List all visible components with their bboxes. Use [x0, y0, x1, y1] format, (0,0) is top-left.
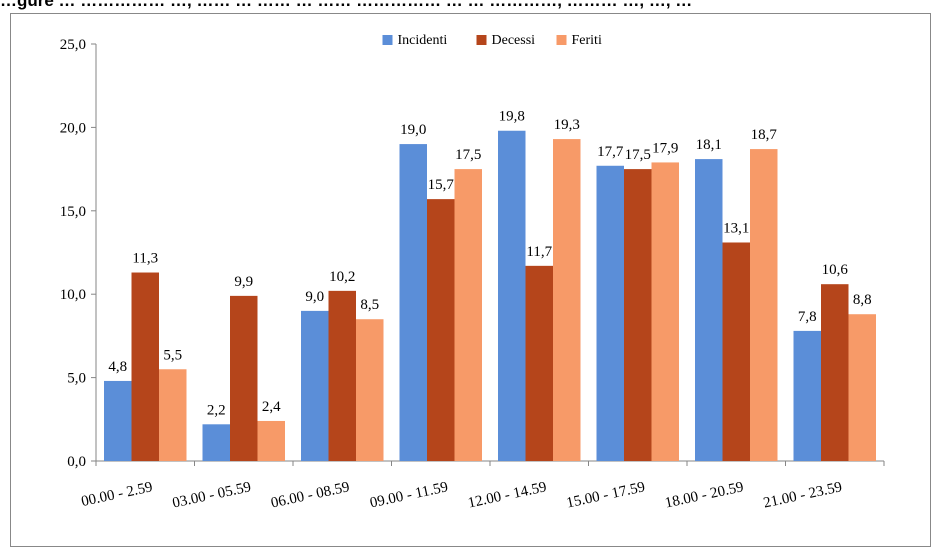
data-label-decessi-4: 15,7: [428, 177, 455, 193]
y-tick-label: 10,0: [60, 287, 86, 303]
data-label-feriti-2: 2,4: [262, 399, 281, 415]
legend-swatch-feriti: [556, 35, 567, 45]
bar-feriti-5: [553, 139, 581, 461]
bar-incidenti-7: [695, 159, 723, 461]
bar-decessi-5: [525, 265, 553, 461]
data-label-incidenti-8: 7,8: [798, 309, 817, 325]
data-label-incidenti-4: 19,0: [400, 122, 426, 138]
x-tick-label: 06.00 - 08.59: [270, 479, 352, 511]
figure-heading: …gure … …………… …, …… … …… … …… …………… … … …: [0, 0, 693, 10]
y-tick-label: 25,0: [60, 37, 86, 53]
data-label-feriti-4: 17,5: [455, 147, 481, 163]
bar-incidenti-2: [202, 424, 230, 461]
y-tick-label: 20,0: [60, 120, 86, 136]
data-label-incidenti-5: 19,8: [499, 109, 525, 125]
bar-decessi-8: [821, 284, 849, 461]
x-tick-label: 15.00 - 17.59: [565, 479, 647, 511]
bar-decessi-2: [230, 295, 258, 461]
data-label-feriti-8: 8,8: [853, 292, 872, 308]
y-axis: 0,0 5,0 10,0 15,0 20,0 25,0: [60, 37, 97, 470]
x-tick-label: 21.00 - 23.59: [762, 479, 844, 511]
bar-incidenti-6: [596, 165, 624, 461]
bar-feriti-6: [651, 162, 679, 461]
legend-swatch-decessi: [476, 35, 487, 45]
bar-incidenti-3: [301, 310, 329, 461]
bar-decessi-7: [722, 242, 750, 461]
x-tick-label: 12.00 - 14.59: [467, 479, 549, 511]
x-axis: 00.00 - 2.59 03.00 - 05.59 06.00 - 08.59 09…: [80, 460, 885, 512]
legend-label-feriti: Feriti: [572, 33, 602, 48]
data-label-feriti-7: 18,7: [751, 127, 778, 143]
bar-feriti-2: [257, 420, 285, 461]
x-tick-label: 18.00 - 20.59: [664, 479, 746, 511]
bars: [104, 130, 876, 461]
data-label-incidenti-7: 18,1: [696, 137, 722, 153]
x-tick-label: 00.00 - 2.59: [80, 479, 154, 510]
bar-incidenti-5: [498, 130, 526, 461]
x-tick-label: 03.00 - 05.59: [171, 479, 253, 511]
data-label-incidenti-1: 4,8: [108, 359, 127, 375]
bar-incidenti-4: [399, 144, 427, 461]
data-label-feriti-6: 17,9: [652, 140, 678, 156]
bar-incidenti-1: [104, 380, 132, 461]
bar-feriti-3: [356, 319, 384, 461]
bar-feriti-8: [848, 314, 876, 461]
bar-incidenti-8: [793, 330, 821, 461]
data-label-incidenti-6: 17,7: [597, 144, 624, 160]
data-label-decessi-7: 13,1: [723, 220, 749, 236]
data-label-feriti-5: 19,3: [554, 117, 580, 133]
y-tick-label: 0,0: [67, 454, 86, 470]
chart-frame: 0,0 5,0 10,0 15,0 20,0 25,0 00.00 - 2.59 03.00…: [10, 13, 931, 547]
data-labels: 4,8 2,2 9,0 19,0 19,8 17,7 18,1 7,8 11,3 9,9 10,2 1…: [108, 109, 871, 419]
bar-decessi-6: [624, 169, 652, 461]
data-label-decessi-6: 17,5: [625, 147, 651, 163]
data-label-feriti-1: 5,5: [163, 347, 182, 363]
data-label-decessi-2: 9,9: [234, 274, 253, 290]
legend-label-decessi: Decessi: [492, 33, 536, 48]
bar-feriti-1: [159, 369, 187, 461]
data-label-decessi-1: 11,3: [132, 251, 158, 267]
data-label-incidenti-3: 9,0: [305, 289, 324, 305]
data-label-decessi-3: 10,2: [329, 269, 355, 285]
y-tick-label: 15,0: [60, 204, 86, 220]
bar-decessi-4: [427, 199, 455, 461]
bar-feriti-7: [750, 149, 778, 461]
data-label-decessi-8: 10,6: [822, 262, 849, 278]
legend-swatch-incidenti: [382, 35, 393, 45]
y-tick-label: 5,0: [67, 371, 86, 387]
bar-feriti-4: [454, 169, 482, 461]
data-label-feriti-3: 8,5: [360, 297, 379, 313]
legend: Incidenti Decessi Feriti: [382, 33, 602, 48]
bar-chart: 0,0 5,0 10,0 15,0 20,0 25,0 00.00 - 2.59 03.00…: [60, 33, 885, 512]
bar-decessi-3: [328, 290, 356, 461]
data-label-incidenti-2: 2,2: [207, 402, 226, 418]
data-label-decessi-5: 11,7: [526, 244, 552, 260]
x-tick-label: 09.00 - 11.59: [369, 479, 450, 511]
bar-decessi-1: [131, 272, 159, 461]
legend-label-incidenti: Incidenti: [398, 33, 448, 48]
